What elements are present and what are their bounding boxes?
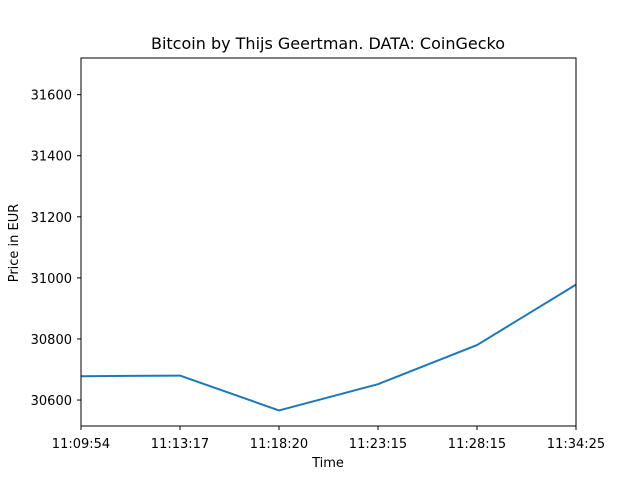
y-axis-label: Price in EUR <box>7 204 22 283</box>
x-axis-label: Time <box>311 456 344 471</box>
chart-title: Bitcoin by Thijs Geertman. DATA: CoinGec… <box>151 34 505 53</box>
y-tick-label: 31000 <box>31 272 72 287</box>
y-tick-label: 31200 <box>31 211 72 226</box>
x-tick-label: 11:18:20 <box>250 437 308 452</box>
x-tick-label: 11:23:15 <box>349 437 407 452</box>
x-tick-label: 11:13:17 <box>151 437 209 452</box>
y-tick-label: 30800 <box>31 333 72 348</box>
y-tick-label: 31600 <box>31 89 72 104</box>
y-axis-ticks: 30600 30800 31000 31200 31400 31600 <box>31 89 81 409</box>
y-tick-label: 30600 <box>31 394 72 409</box>
x-axis-ticks: 11:09:54 11:13:17 11:18:20 11:23:15 11:28:15… <box>52 426 605 452</box>
y-tick-label: 31400 <box>31 150 72 165</box>
x-tick-label: 11:28:15 <box>448 437 506 452</box>
axes-frame <box>80 57 577 427</box>
x-tick-label: 11:34:25 <box>547 437 605 452</box>
x-tick-label: 11:09:54 <box>52 437 110 452</box>
price-line <box>80 283 577 412</box>
series-layer <box>80 283 577 412</box>
